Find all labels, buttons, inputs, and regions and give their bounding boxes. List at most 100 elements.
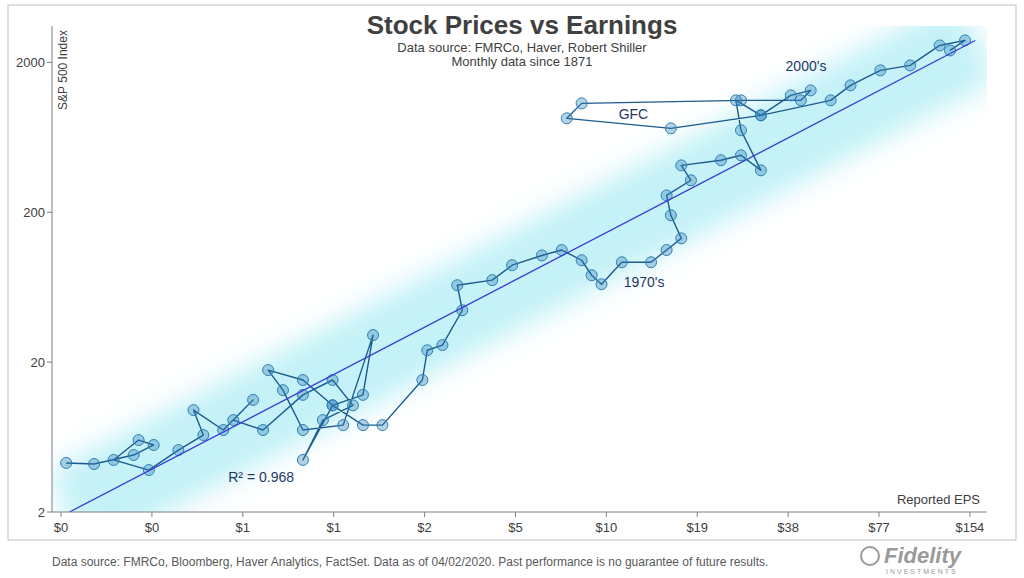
- data-point: [735, 150, 746, 161]
- series-line: [66, 40, 965, 470]
- data-point: [905, 60, 916, 71]
- data-point: [507, 260, 518, 271]
- data-point: [317, 415, 328, 426]
- data-point: [825, 95, 836, 106]
- data-point: [685, 175, 696, 186]
- data-point: [755, 110, 766, 121]
- x-tick: [242, 512, 243, 517]
- title: Stock Prices vs Earnings: [367, 10, 678, 40]
- subtitle: Monthly data since 1871: [452, 54, 593, 69]
- data-point: [665, 123, 676, 134]
- data-point: [676, 160, 687, 171]
- x-tick: [879, 512, 880, 517]
- y-tick: [47, 212, 52, 213]
- x-tick-label: $1: [236, 520, 250, 535]
- data-point: [89, 459, 100, 470]
- data-point: [248, 394, 259, 405]
- data-point: [576, 255, 587, 266]
- data-point: [198, 430, 209, 441]
- x-tick: [61, 512, 62, 517]
- x-tick-label: $0: [145, 520, 159, 535]
- chart: Stock Prices vs EarningsData source: FMR…: [0, 0, 1024, 578]
- trend-glow: [70, 41, 976, 512]
- annotation: 1970's: [624, 274, 665, 290]
- data-point: [357, 389, 368, 400]
- x-tick: [606, 512, 607, 517]
- data-point: [646, 257, 657, 268]
- x-tick: [969, 512, 970, 517]
- data-point: [133, 435, 144, 446]
- logo-text: Fidelity: [884, 543, 963, 568]
- y-tick-label: 200: [23, 205, 45, 220]
- data-point: [368, 330, 379, 341]
- data-point: [108, 454, 119, 465]
- x-tick-label: $38: [777, 520, 799, 535]
- logo: FidelityINVESTMENTS: [861, 543, 963, 575]
- plot-area: [61, 35, 976, 512]
- data-point: [258, 425, 269, 436]
- data-point: [755, 110, 766, 121]
- data-point: [875, 65, 886, 76]
- data-point: [715, 155, 726, 166]
- x-tick-label: $19: [686, 520, 708, 535]
- data-point: [327, 400, 338, 411]
- data-point: [338, 420, 349, 431]
- x-tick-label: $5: [508, 520, 522, 535]
- x-tick: [424, 512, 425, 517]
- y-tick-label: 2000: [16, 55, 45, 70]
- y-tick-label: 2: [38, 505, 45, 520]
- x-tick: [788, 512, 789, 517]
- x-tick-label: $2: [417, 520, 431, 535]
- data-point: [188, 405, 199, 416]
- data-point: [934, 40, 945, 51]
- data-point: [228, 415, 239, 426]
- chart-frame: [8, 5, 1016, 540]
- data-point: [297, 375, 308, 386]
- annotation: GFC: [619, 106, 649, 122]
- data-point: [422, 345, 433, 356]
- data-point: [616, 257, 627, 268]
- data-point: [735, 95, 746, 106]
- data-point: [61, 457, 72, 468]
- data-point: [297, 425, 308, 436]
- data-point: [795, 95, 806, 106]
- data-point: [586, 270, 597, 281]
- data-point: [277, 385, 288, 396]
- trend-line: [70, 41, 976, 512]
- data-point: [805, 85, 816, 96]
- data-point: [596, 279, 607, 290]
- data-point: [487, 275, 498, 286]
- x-tick: [697, 512, 698, 517]
- data-point: [785, 90, 796, 101]
- data-point: [347, 400, 358, 411]
- y-tick: [47, 512, 52, 513]
- data-point: [452, 280, 463, 291]
- data-point: [327, 375, 338, 386]
- data-point: [735, 125, 746, 136]
- x-tick: [333, 512, 334, 517]
- x-tick-label: $1: [326, 520, 340, 535]
- y-tick-label: 20: [31, 355, 45, 370]
- logo-icon: [861, 547, 879, 565]
- data-point: [676, 233, 687, 244]
- footnote: Data source: FMRCo, Bloomberg, Haver Ana…: [52, 555, 768, 569]
- x-tick-label: $77: [868, 520, 890, 535]
- subtitle: Data source: FMRCo, Haver, Robert Shille…: [397, 40, 647, 55]
- data-point: [148, 439, 159, 450]
- data-point: [128, 450, 139, 461]
- x-tick: [515, 512, 516, 517]
- annotation: 2000's: [786, 58, 827, 74]
- data-point: [417, 375, 428, 386]
- data-point: [665, 210, 676, 221]
- data-point: [263, 365, 274, 376]
- y-tick: [47, 362, 52, 363]
- data-point: [536, 250, 547, 261]
- y-tick: [47, 62, 52, 63]
- x-axis: [52, 512, 987, 513]
- x-tick-label: $0: [54, 520, 68, 535]
- x-tick: [151, 512, 152, 517]
- data-point: [437, 340, 448, 351]
- x-tick-label: $10: [596, 520, 618, 535]
- y-axis-label: S&P 500 Index: [56, 30, 70, 110]
- annotation: R² = 0.968: [228, 469, 294, 485]
